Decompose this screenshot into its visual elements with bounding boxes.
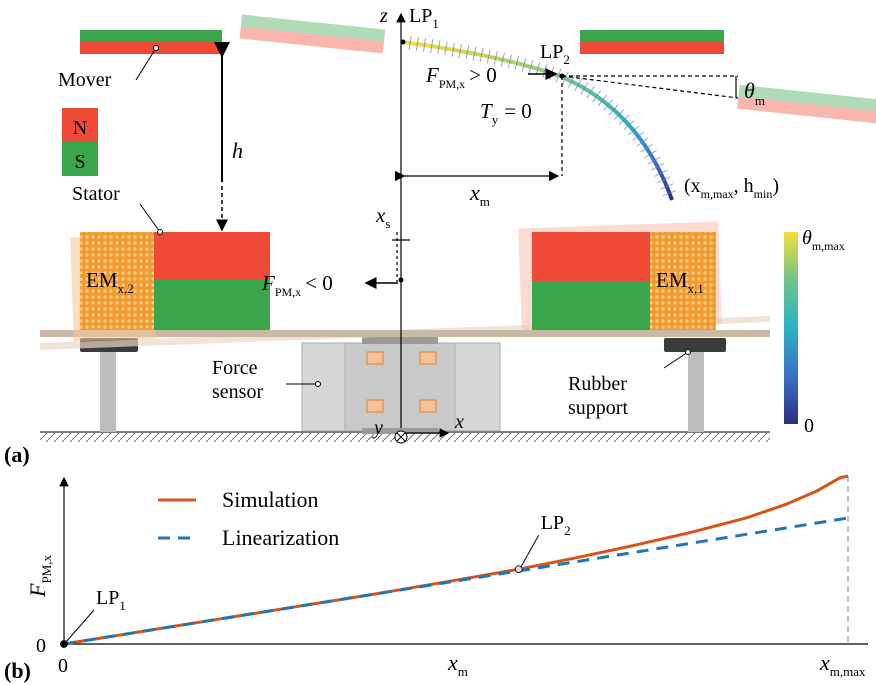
left-stator-south [154, 280, 270, 330]
panel-a-label: (a) [4, 442, 30, 467]
legend-north-swatch [62, 108, 98, 142]
x-tick-max: xm,max [819, 650, 866, 679]
annotation-leader-1 [520, 534, 540, 568]
legend-label-linearization: Linearization [222, 525, 339, 550]
series-line-linearization [63, 516, 849, 646]
base-plate [40, 330, 770, 337]
right-stator-north [532, 232, 650, 282]
legend-south-label: S [74, 151, 85, 173]
em-x1-label: EMx,1 [656, 268, 704, 296]
ty-label: Ty = 0 [480, 99, 532, 127]
stator-leader [139, 203, 161, 233]
fneg-label: FPM,x < 0 [261, 271, 333, 299]
y-axis-label: y [372, 417, 383, 439]
annotation-label-0: LP1 [96, 587, 126, 613]
xs-label: xs [375, 203, 390, 231]
legend-label-simulation: Simulation [222, 487, 319, 512]
mover-label: Mover [58, 69, 112, 91]
end-point-label: (xm,max, hmin) [684, 175, 779, 201]
mover-ghost-top [239, 14, 386, 54]
annotation-point-0 [60, 640, 68, 648]
y-tick-zero: 0 [36, 635, 46, 657]
panel-b-label: (b) [4, 658, 31, 683]
chart-legend: Simulation Linearization [158, 487, 339, 550]
mover-left [80, 30, 222, 54]
chart-annotations: LP1 LP2 [60, 512, 571, 648]
mover-ghost-right [737, 84, 876, 124]
em-x2-label: EMx,2 [86, 268, 134, 296]
left-support-post [100, 350, 116, 432]
chart-series [63, 474, 849, 646]
right-stator-south [532, 282, 650, 330]
fpos-label: FPM,x > 0 [425, 63, 497, 91]
right-rubber-pad [664, 338, 726, 352]
lp1-label: LP1 [409, 5, 439, 31]
theta-m-label: θm [744, 78, 765, 108]
left-stator-north [154, 232, 270, 280]
y-axis-label: FPM,x [25, 555, 54, 598]
lp2-label: LP2 [540, 41, 570, 67]
h-label: h [232, 138, 243, 163]
rubber-support-label-2: support [568, 397, 628, 419]
panel-a: N S [4, 5, 876, 467]
mover-leader [135, 47, 157, 81]
em-x1 [650, 232, 716, 330]
x-axis-label: x [454, 411, 464, 433]
x-axis-label: xm [447, 650, 468, 679]
trajectory-ticks [408, 35, 677, 197]
colorbar-top-label: θm,max [802, 227, 845, 253]
mover-lp2 [580, 30, 724, 54]
legend-north-label: N [73, 117, 87, 139]
rubber-support-label-1: Rubber [568, 373, 627, 395]
em-x2 [80, 232, 154, 330]
panel-b: (b) FPM,x 0 0 xm xm,max Simulation Linear… [4, 474, 868, 683]
annotation-label-1: LP2 [541, 512, 571, 538]
x-tick-zero: 0 [58, 655, 68, 677]
colorbar-bottom-label: 0 [804, 415, 814, 437]
annotation-leader-0 [65, 609, 95, 643]
legend-south-swatch [62, 142, 98, 176]
force-sensor-label-2: sensor [212, 381, 263, 403]
annotation-point-1 [514, 565, 523, 574]
force-sensor-label-1: Force [212, 357, 258, 379]
colorbar [784, 232, 798, 424]
xm-label: xm [469, 180, 490, 209]
rubber-leader [663, 351, 689, 369]
stator-label: Stator [72, 183, 120, 205]
z-axis-label: z [379, 5, 388, 27]
lp1-point [400, 39, 406, 45]
right-support-post [688, 350, 704, 432]
